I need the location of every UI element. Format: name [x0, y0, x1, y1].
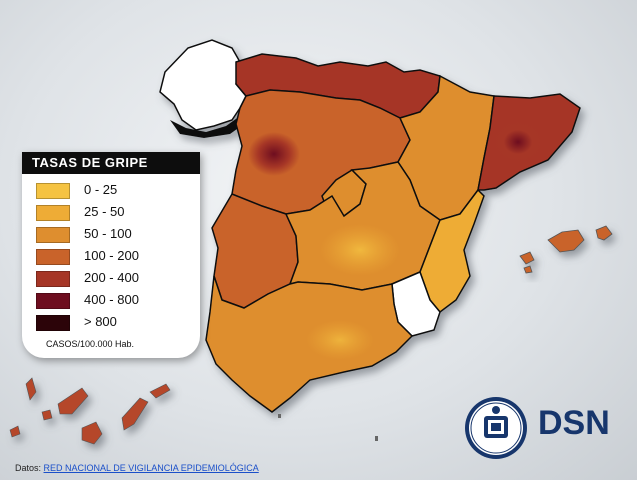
- legend-swatch: [36, 315, 70, 331]
- island-ibiza: [519, 251, 535, 265]
- legend-swatch: [36, 183, 70, 199]
- island-tenerife: [57, 387, 89, 415]
- island-lanzarote: [149, 383, 171, 399]
- legend-title: TASAS DE GRIPE: [22, 152, 200, 174]
- island-formentera: [523, 265, 533, 274]
- hotspot-northwest: [248, 132, 300, 176]
- legend-swatch: [36, 271, 70, 287]
- island-el-hierro: [9, 425, 21, 438]
- region-galicia-shadow-edge: [170, 116, 244, 138]
- region-melilla: [375, 436, 378, 441]
- legend-row: 400 - 800: [36, 292, 186, 309]
- source-prefix: Datos:: [15, 463, 44, 473]
- legend-range-label: 100 - 200: [84, 248, 139, 263]
- legend-range-label: 50 - 100: [84, 226, 132, 241]
- warm-south: [306, 320, 374, 360]
- legend-swatch: [36, 249, 70, 265]
- legend-range-label: 25 - 50: [84, 204, 125, 219]
- dsn-seal: [465, 397, 527, 459]
- hotspot-northeast: [492, 120, 544, 164]
- legend-row: 100 - 200: [36, 248, 186, 265]
- legend-row: > 800: [36, 314, 186, 331]
- dsn-logo-text: DSN: [538, 404, 610, 442]
- island-la-gomera: [41, 409, 53, 421]
- legend-range-label: 0 - 25: [84, 182, 118, 197]
- island-menorca: [595, 225, 613, 241]
- region-galicia: [159, 39, 247, 131]
- legend-row: 200 - 400: [36, 270, 186, 287]
- legend-range-label: > 800: [84, 314, 117, 329]
- legend: TASAS DE GRIPE 0 - 25 25 - 50 50 - 100 1…: [22, 152, 200, 358]
- legend-range-label: 400 - 800: [84, 292, 139, 307]
- legend-row: 0 - 25: [36, 182, 186, 199]
- island-fuerteventura: [121, 397, 149, 431]
- source-link[interactable]: RED NACIONAL DE VIGILANCIA EPIDEMIOLÓGIC…: [43, 463, 259, 473]
- warm-center: [320, 224, 400, 276]
- island-mallorca: [547, 229, 585, 253]
- island-la-palma: [25, 377, 37, 401]
- region-ceuta: [278, 414, 281, 418]
- legend-range-label: 200 - 400: [84, 270, 139, 285]
- legend-swatch: [36, 205, 70, 221]
- legend-units: CASOS/100.000 Hab.: [46, 339, 135, 349]
- data-source: Datos: RED NACIONAL DE VIGILANCIA EPIDEM…: [15, 463, 259, 473]
- legend-swatch: [36, 293, 70, 309]
- legend-swatch: [36, 227, 70, 243]
- legend-row: 25 - 50: [36, 204, 186, 221]
- legend-row: 50 - 100: [36, 226, 186, 243]
- island-gran-canaria: [81, 421, 103, 445]
